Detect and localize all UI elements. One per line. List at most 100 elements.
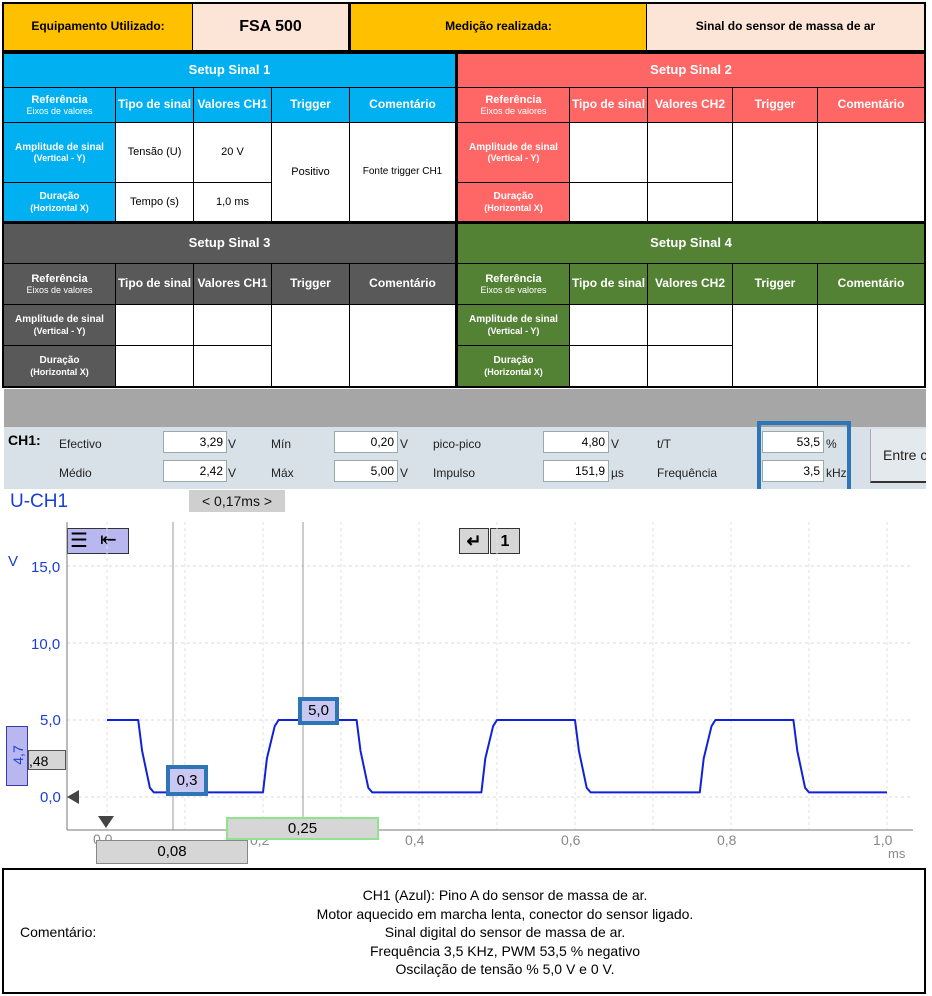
- setup2-col-tipo: Tipo de sinal: [570, 88, 647, 122]
- pp-value: 4,80: [543, 431, 609, 453]
- comment-line-5: Oscilação de tensão % 5,0 V e 0 V.: [395, 961, 615, 977]
- impulso-unit: µs: [611, 466, 624, 480]
- setup4-title: Setup Sinal 4: [458, 224, 924, 263]
- setup3-row-amplitude-label: Amplitude de sinal: [15, 314, 104, 326]
- setup3-col-ref: Referência Eixos de valores: [4, 264, 115, 304]
- max-label: Máx: [271, 466, 294, 480]
- setup3-col-trigger: Trigger: [272, 264, 349, 304]
- setup1-row-amplitude-sub: (Vertical - Y): [33, 153, 86, 164]
- min-label: Mín: [271, 437, 292, 451]
- setup1-comentario-value: Fonte trigger CH1: [350, 123, 455, 221]
- setup2-col-trigger: Trigger: [733, 88, 817, 122]
- setup3-row-duracao-label: Duração: [39, 355, 80, 367]
- trigger-position-icon: [98, 816, 114, 828]
- setup4-row-duracao: Duração (Horizontal X): [458, 346, 569, 386]
- setup3-col-tipo: Tipo de sinal: [116, 264, 193, 304]
- setup2-row-duracao: Duração (Horizontal X): [458, 183, 569, 221]
- setup2-amp-valor: [648, 123, 732, 182]
- equipment-label: Equipamento Utilizado:: [4, 4, 192, 50]
- setup2-title: Setup Sinal 2: [458, 54, 924, 87]
- setup3-dur-tipo: [116, 346, 193, 386]
- efectivo-value: 3,29: [163, 431, 227, 453]
- x-tick-04: 0,4: [405, 832, 425, 848]
- trigger-channel-button[interactable]: 1: [490, 528, 520, 554]
- setup1-col-ref-label: Referência: [31, 93, 88, 106]
- max-unit: V: [400, 466, 409, 480]
- setup4-col-tipo: Tipo de sinal: [570, 264, 647, 304]
- x-tick-06: 0,6: [561, 832, 581, 848]
- setup3-comentario-value: [350, 305, 455, 386]
- setup1-dur-tipo: Tempo (s): [116, 183, 193, 221]
- setup4-col-ref-label: Referência: [485, 272, 542, 285]
- setup4-amp-valor: [648, 305, 732, 345]
- entre-button-label: Entre c: [883, 447, 926, 463]
- entre-button[interactable]: Entre c: [870, 429, 926, 483]
- scroll-mode-button[interactable]: ☰ ⇤: [67, 528, 129, 554]
- low-level-marker: 0,3: [166, 765, 208, 796]
- lines-icon: ☰: [70, 530, 88, 552]
- setup3-col-valores: Valores CH1: [194, 264, 271, 304]
- y-unit-label: V: [8, 553, 19, 570]
- channel-label: CH1:: [8, 432, 41, 448]
- setup2-col-ref-sub: Eixos de valores: [480, 106, 547, 117]
- setup1-title: Setup Sinal 1: [4, 54, 455, 87]
- setup3-row-amplitude: Amplitude de sinal (Vertical - Y): [4, 305, 115, 345]
- setup1-row-amplitude-label: Amplitude de sinal: [15, 141, 104, 153]
- freq-label: Frequência: [657, 466, 718, 480]
- setup4-col-ref-sub: Eixos de valores: [480, 285, 547, 296]
- trigger-edge-button[interactable]: ↵: [459, 528, 489, 554]
- setup2-row-duracao-sub: (Horizontal X): [484, 202, 543, 213]
- y-tick-0: 0,0: [40, 789, 61, 806]
- measurement-label: Medição realizada:: [351, 4, 646, 50]
- medio-unit: V: [228, 466, 237, 480]
- setup2-col-ref: Referência Eixos de valores: [458, 88, 569, 122]
- setup4-row-duracao-sub: (Horizontal X): [484, 366, 543, 377]
- setup4-row-amplitude-sub: (Vertical - Y): [487, 325, 540, 336]
- setup1-row-duracao-label: Duração: [39, 191, 80, 203]
- min-unit: V: [400, 437, 409, 451]
- measurement-value: Sinal do sensor de massa de ar: [647, 4, 924, 50]
- setup3-row-duracao-sub: (Horizontal X): [30, 366, 89, 377]
- setup2-trigger-value: [733, 123, 817, 221]
- efectivo-unit: V: [228, 437, 237, 451]
- level-marker-readout: ,48: [28, 750, 66, 770]
- setup4-dur-tipo: [570, 346, 647, 386]
- cursor-delta-readout: < 0,17ms >: [189, 490, 285, 512]
- impulso-label: Impulso: [433, 466, 476, 480]
- efectivo-label: Efectivo: [59, 437, 102, 451]
- level-marker-vertical[interactable]: 4,7: [6, 726, 28, 786]
- medio-value: 2,42: [163, 460, 227, 482]
- setup1-col-comentario: Comentário: [350, 88, 455, 122]
- cursor1-readout[interactable]: 0,08: [96, 840, 248, 864]
- y-tick-15: 15,0: [31, 559, 61, 576]
- setup1-dur-valor: 1,0 ms: [194, 183, 271, 221]
- setup4-row-duracao-label: Duração: [493, 355, 534, 367]
- setup1-col-ref: Referência Eixos de valores: [4, 88, 115, 122]
- setup3-row-duracao: Duração (Horizontal X): [4, 346, 115, 386]
- comment-label: Comentário:: [20, 924, 97, 940]
- setup2-amp-tipo: [570, 123, 647, 182]
- setup4-trigger-value: [733, 305, 817, 386]
- setup2-dur-valor: [648, 183, 732, 221]
- high-level-marker: 5,0: [298, 697, 339, 725]
- scope-toolbar-strip: [4, 389, 926, 427]
- setup1-amp-valor: 20 V: [194, 123, 271, 182]
- pp-unit: V: [611, 437, 620, 451]
- x-unit-label: ms: [888, 846, 906, 861]
- falling-edge-icon: ↵: [466, 531, 482, 551]
- setup2-row-amplitude: Amplitude de sinal (Vertical - Y): [458, 123, 569, 182]
- setup3-amp-valor: [194, 305, 271, 345]
- comment-text: CH1 (Azul): Pino A do sensor de massa de…: [180, 886, 830, 979]
- level-marker-value: 4,7: [10, 745, 26, 765]
- setup1-row-duracao: Duração (Horizontal X): [4, 183, 115, 221]
- setup3-title: Setup Sinal 3: [4, 224, 455, 263]
- y-tick-5: 5,0: [40, 712, 61, 729]
- signal-trace: [107, 719, 887, 794]
- setup1-amp-tipo: Tensão (U): [116, 123, 193, 182]
- comment-line-3: Sinal digital do sensor de massa de ar.: [384, 924, 626, 940]
- setup4-col-trigger: Trigger: [733, 264, 817, 304]
- cursor2-readout[interactable]: 0,25: [226, 817, 379, 840]
- setup1-col-ref-sub: Eixos de valores: [26, 106, 93, 117]
- setup1-row-duracao-sub: (Horizontal X): [30, 202, 89, 213]
- setup4-comentario-value: [818, 305, 924, 386]
